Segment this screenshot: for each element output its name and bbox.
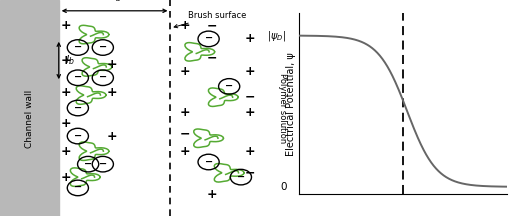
Text: −: − (244, 91, 255, 104)
Text: +: + (180, 106, 190, 119)
Y-axis label: Electrical Potential, ψ: Electrical Potential, ψ (286, 52, 296, 156)
Text: $h_b$: $h_b$ (108, 0, 121, 4)
Text: −: − (204, 33, 213, 43)
Text: +: + (244, 106, 255, 119)
Text: −: − (206, 52, 217, 65)
Text: −: − (84, 159, 92, 168)
Text: −: − (74, 182, 82, 192)
Text: −: − (74, 130, 82, 140)
Text: +: + (61, 117, 71, 130)
Text: +: + (106, 86, 117, 99)
Text: −: − (99, 159, 107, 168)
Text: −: − (204, 156, 213, 166)
Text: +: + (106, 130, 117, 143)
Text: +: + (61, 19, 71, 32)
Text: +: + (180, 19, 190, 32)
Text: 0: 0 (280, 182, 287, 192)
Text: −: − (99, 42, 107, 52)
Text: +: + (244, 32, 255, 45)
Text: +: + (180, 145, 190, 158)
Text: +: + (244, 145, 255, 158)
Text: −: − (180, 127, 190, 140)
Text: −: − (74, 42, 82, 52)
Text: +: + (61, 145, 71, 158)
Text: +: + (180, 65, 190, 78)
Text: Channel wall: Channel wall (25, 90, 34, 148)
Text: −: − (244, 166, 255, 179)
Text: Polymer solution: Polymer solution (278, 73, 287, 143)
Text: −: − (206, 19, 217, 32)
Text: +: + (61, 171, 71, 184)
Text: −: − (99, 72, 107, 82)
Text: +: + (106, 58, 117, 71)
Bar (0, 0, 59, 216)
Text: +: + (61, 54, 71, 67)
Text: +: + (244, 65, 255, 78)
Text: $l_b$: $l_b$ (64, 54, 74, 67)
Text: +: + (61, 86, 71, 99)
Text: −: − (74, 72, 82, 82)
Text: +: + (206, 188, 217, 201)
Text: −: − (74, 102, 82, 112)
Text: −: − (225, 81, 233, 91)
Text: $|\psi_D|$: $|\psi_D|$ (267, 29, 287, 43)
Text: Brush surface: Brush surface (174, 11, 246, 28)
Text: −: − (237, 172, 245, 181)
